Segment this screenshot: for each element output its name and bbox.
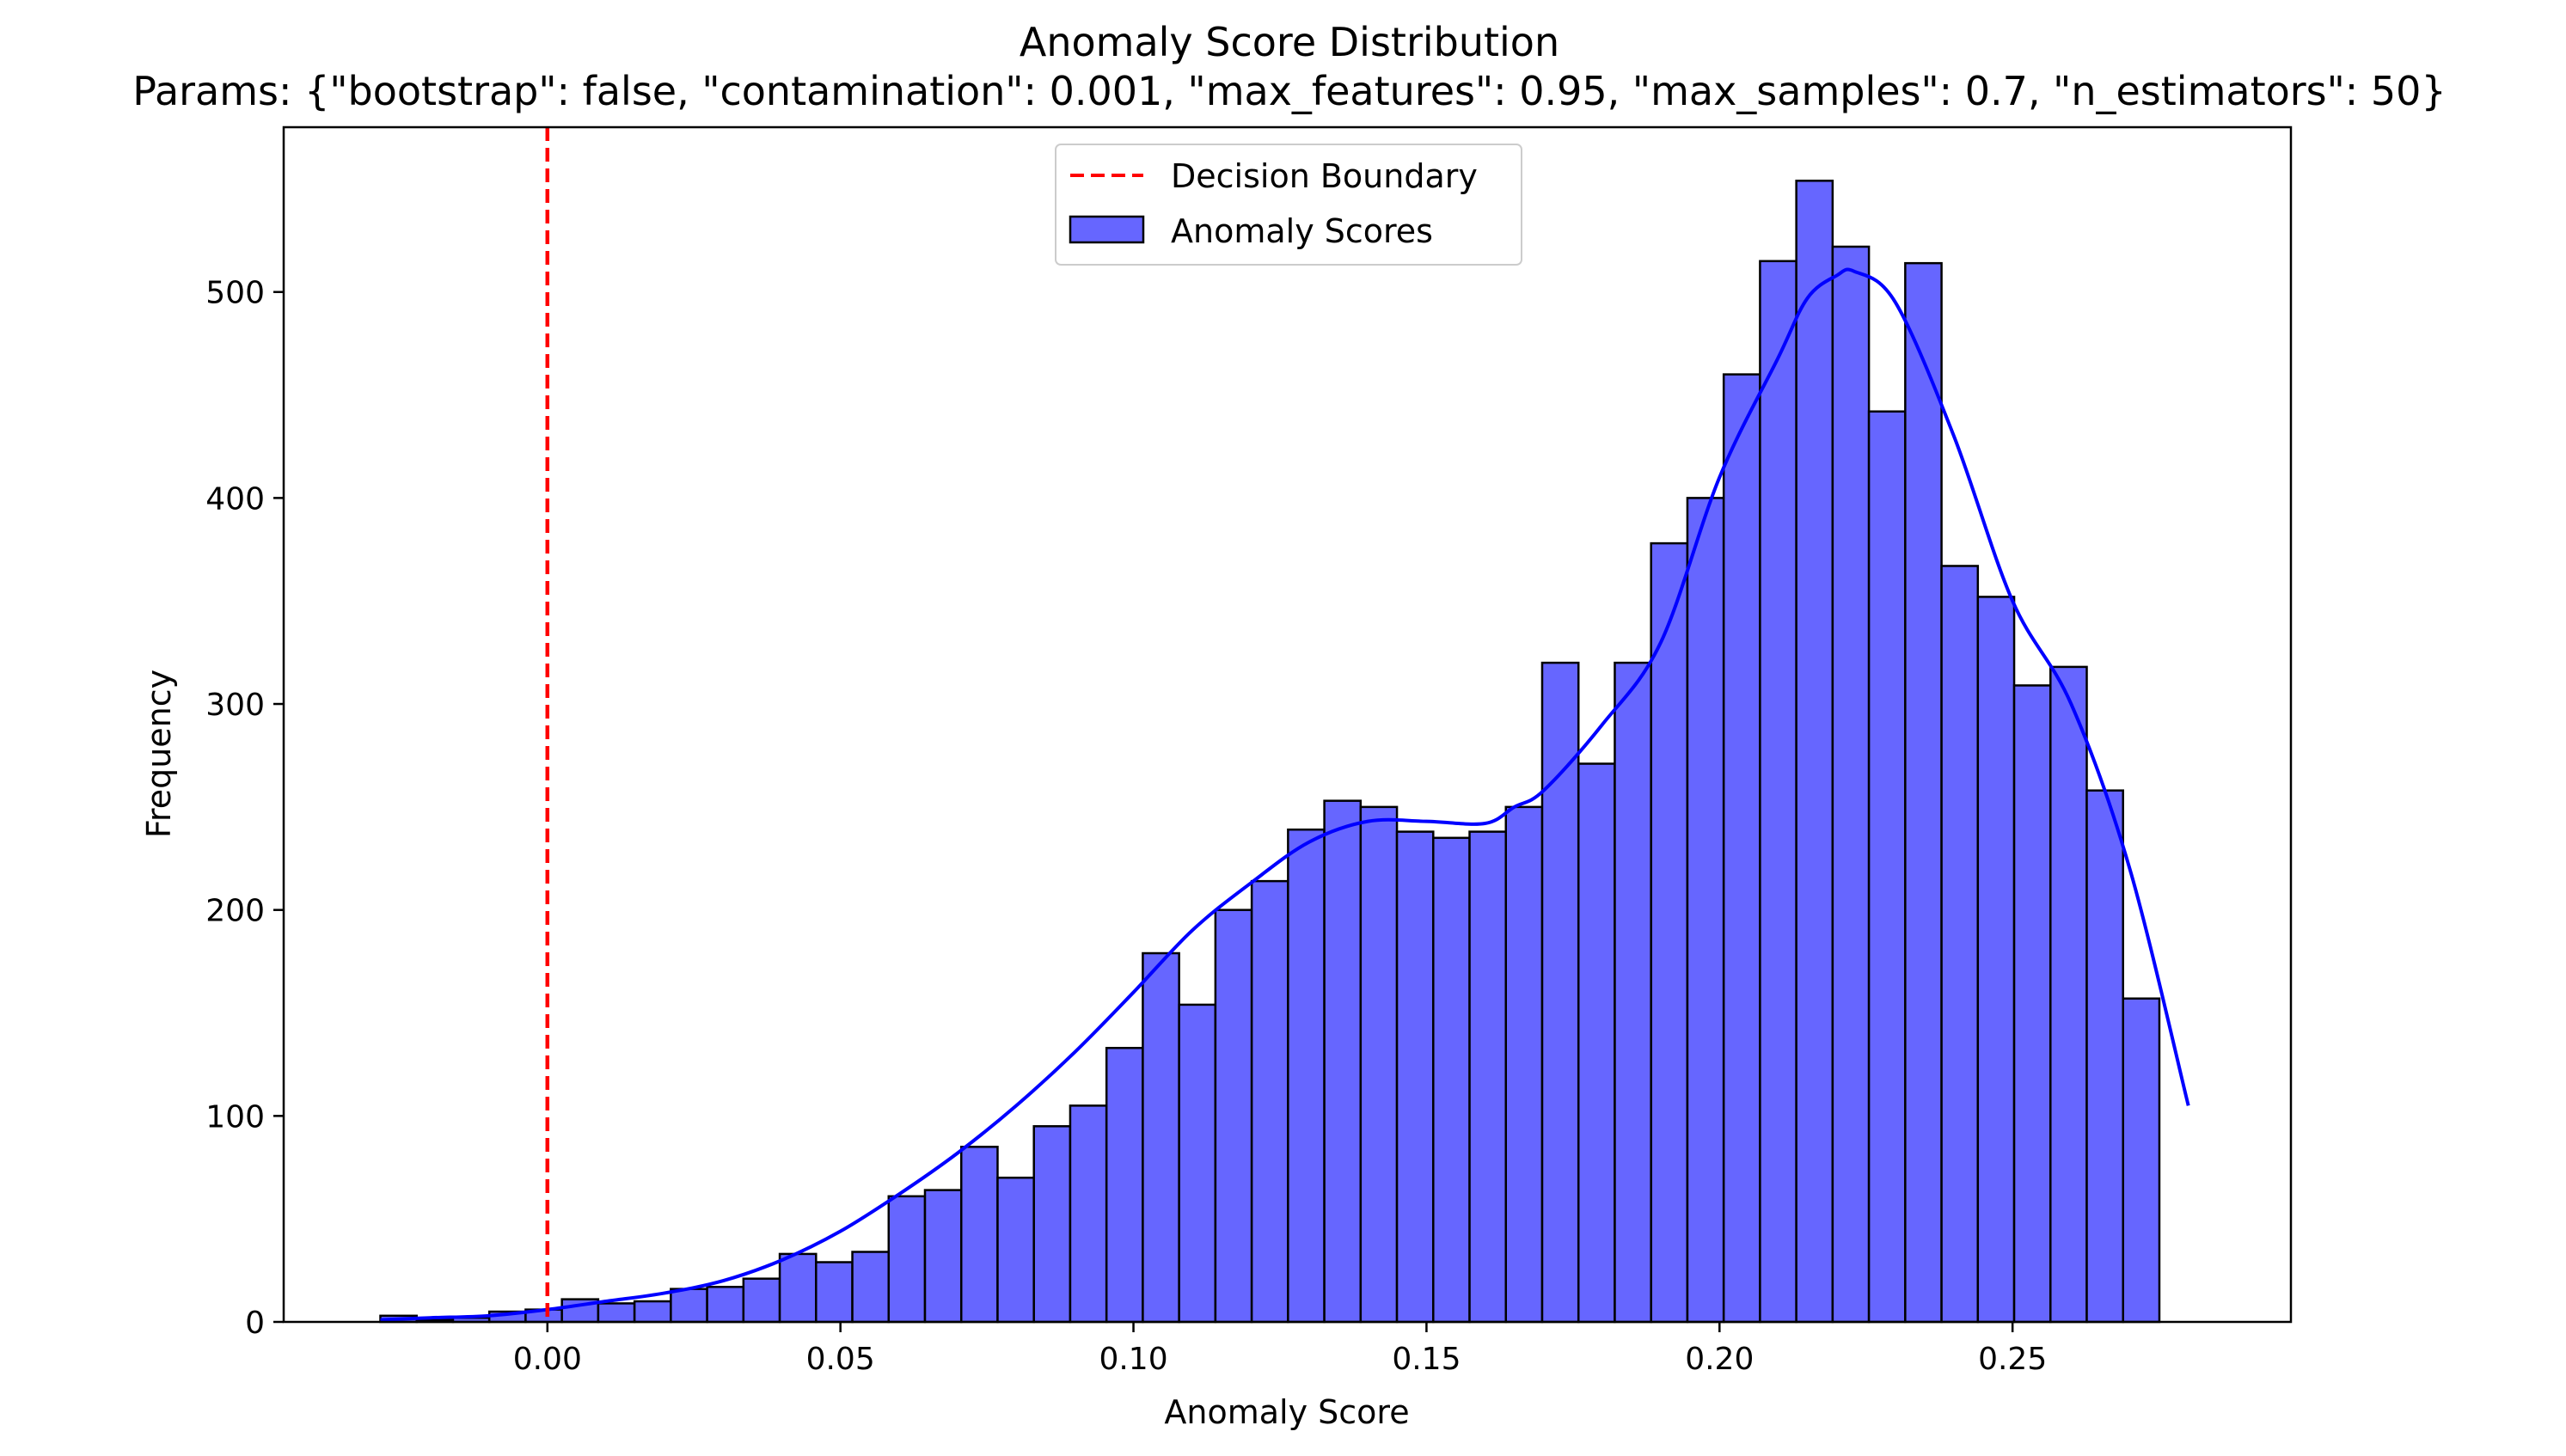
y-tick-label: 300 xyxy=(205,688,265,723)
x-tick-label: 0.15 xyxy=(1392,1342,1461,1377)
histogram-bar xyxy=(1142,951,1180,1324)
histogram-bar xyxy=(1940,565,1980,1324)
histogram-bar xyxy=(1831,245,1871,1324)
axes-frame xyxy=(282,125,2293,1324)
kde-curve xyxy=(380,267,2190,1322)
y-tick-label: 100 xyxy=(205,1099,265,1135)
x-tick-label: 0.25 xyxy=(1978,1342,2047,1377)
histogram-bar xyxy=(1722,373,1761,1324)
histogram-bar xyxy=(1468,830,1508,1324)
histogram-bar xyxy=(1287,828,1326,1324)
y-tick-label: 500 xyxy=(205,276,265,311)
histogram-bar xyxy=(1614,661,1652,1324)
y-tick-label: 200 xyxy=(205,894,265,929)
plot-area: 0.00 0.05 0.10 0.15 0.20 0.25 0 100 200 300 400 500 xyxy=(205,125,2293,1377)
histogram-bar xyxy=(1577,762,1616,1324)
histogram-bar xyxy=(778,1252,818,1324)
histogram-bar xyxy=(959,1146,999,1324)
histogram-bar xyxy=(815,1261,854,1324)
legend-decision-boundary-label: Decision Boundary xyxy=(1171,157,1478,195)
histogram-bar xyxy=(2049,665,2088,1324)
histogram-bar xyxy=(1795,180,1834,1324)
histogram-bar xyxy=(2012,684,2052,1324)
histogram-bar xyxy=(1069,1104,1108,1324)
histogram-bar xyxy=(706,1286,745,1324)
histogram-bar xyxy=(887,1195,927,1324)
histogram-bar xyxy=(923,1189,963,1324)
x-axis-label: Anomaly Score xyxy=(1164,1393,1409,1431)
histogram-bar xyxy=(1105,1047,1144,1324)
histogram-bar xyxy=(1323,799,1363,1324)
legend-anomaly-scores-marker xyxy=(1069,215,1145,244)
x-tick-label: 0.20 xyxy=(1685,1342,1754,1377)
histogram-bar xyxy=(742,1277,781,1324)
histogram-bar xyxy=(2122,997,2161,1324)
histogram-bar xyxy=(1359,805,1399,1324)
histogram-bar xyxy=(996,1176,1035,1324)
chart-title: Anomaly Score Distribution xyxy=(1020,19,1559,65)
chart-subtitle: Params: {"bootstrap": false, "contaminat… xyxy=(132,68,2446,114)
x-tick-label: 0.05 xyxy=(806,1342,875,1377)
histogram-bar xyxy=(1686,497,1725,1324)
histogram-bar xyxy=(1650,541,1689,1324)
legend-anomaly-scores-label: Anomaly Scores xyxy=(1171,212,1433,250)
x-tick-label: 0.00 xyxy=(513,1342,582,1377)
histogram-bar xyxy=(1032,1125,1072,1324)
histogram-bar xyxy=(1904,261,1943,1324)
histogram-bar xyxy=(1432,836,1471,1324)
histogram-bar xyxy=(597,1302,636,1324)
y-axis-label: Frequency xyxy=(140,670,178,838)
histogram-bar xyxy=(1250,879,1289,1324)
legend: Decision Boundary Anomaly Scores xyxy=(1055,144,1522,266)
y-tick-label: 400 xyxy=(205,481,265,517)
histogram-bar xyxy=(1976,596,2016,1324)
histogram-bar xyxy=(670,1288,708,1324)
y-tick-label: 0 xyxy=(245,1306,265,1341)
x-tick-label: 0.10 xyxy=(1099,1342,1167,1377)
histogram-bar xyxy=(851,1251,891,1324)
histogram-bar xyxy=(633,1300,672,1324)
legend-frame xyxy=(1055,144,1522,266)
histogram-bar xyxy=(1395,830,1435,1324)
histogram-bar xyxy=(1214,908,1253,1324)
histogram-bar xyxy=(1867,410,1907,1324)
histogram-bar xyxy=(1504,805,1544,1324)
histogram-bar xyxy=(1759,260,1797,1324)
histogram-bar xyxy=(2085,789,2124,1324)
histogram-bar xyxy=(1178,1003,1217,1324)
